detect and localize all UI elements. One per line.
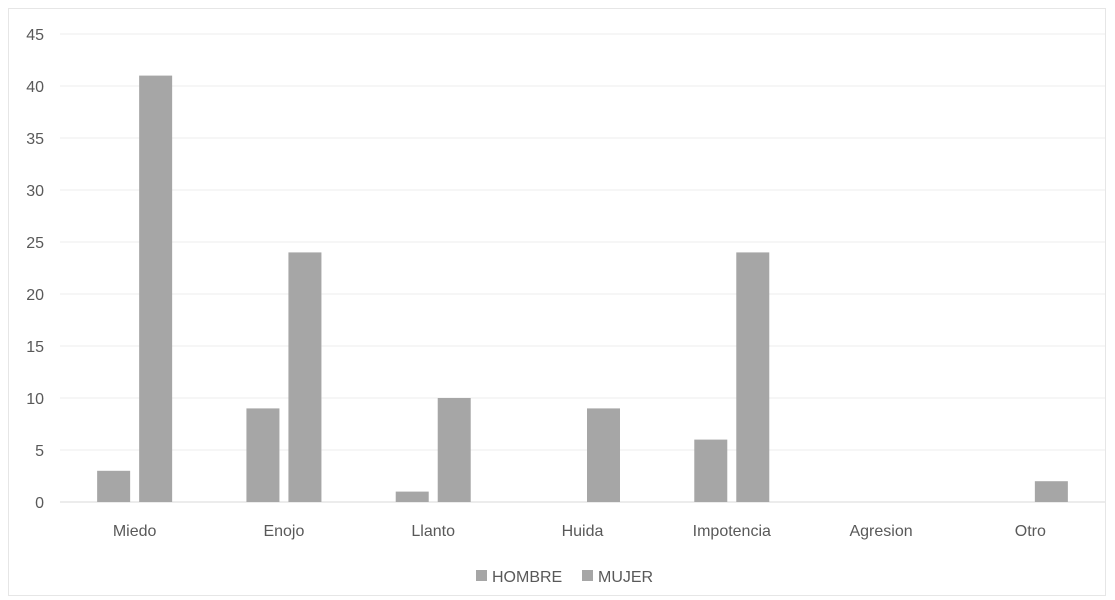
bar-mujer-huida <box>587 408 620 502</box>
bar-mujer-miedo <box>139 75 173 502</box>
y-tick-label: 15 <box>26 339 44 356</box>
y-tick-label: 30 <box>26 183 44 200</box>
y-tick-label: 20 <box>26 287 44 304</box>
y-tick-label: 35 <box>26 131 44 148</box>
x-tick-label: Impotencia <box>693 523 771 540</box>
legend: HOMBRE MUJER <box>476 569 653 586</box>
y-tick-label: 0 <box>35 495 44 512</box>
y-tick-label: 10 <box>26 391 44 408</box>
x-tick-label: Llanto <box>411 523 455 540</box>
legend-swatch-hombre <box>476 570 487 581</box>
chart-frame <box>8 8 1106 596</box>
bar-mujer-llanto <box>437 398 471 502</box>
y-tick-label: 25 <box>26 235 44 252</box>
bar-hombre-miedo <box>97 470 131 502</box>
bar-mujer-otro <box>1034 481 1068 502</box>
bars <box>97 75 1068 502</box>
x-axis-ticks: Miedo Enojo Llanto Huida Impotencia Agresion O… <box>113 523 1046 540</box>
x-tick-label: Enojo <box>263 523 304 540</box>
x-tick-label: Agresion <box>849 523 912 540</box>
legend-label-mujer: MUJER <box>598 569 653 586</box>
legend-label-hombre: HOMBRE <box>492 569 562 586</box>
x-tick-label: Otro <box>1015 523 1046 540</box>
x-tick-label: Huida <box>562 523 604 540</box>
bar-hombre-llanto <box>395 491 429 502</box>
y-tick-label: 45 <box>26 27 44 44</box>
bar-hombre-impotencia <box>694 439 728 502</box>
gridlines <box>60 33 1105 503</box>
x-tick-label: Miedo <box>113 523 157 540</box>
bar-hombre-enojo <box>246 408 280 502</box>
bar-mujer-impotencia <box>736 252 770 502</box>
y-tick-label: 40 <box>26 79 44 96</box>
legend-swatch-mujer <box>582 570 593 581</box>
bar-mujer-enojo <box>288 252 322 502</box>
y-axis-ticks: 0 5 10 15 20 25 30 35 40 45 <box>26 27 44 512</box>
y-tick-label: 5 <box>35 443 44 460</box>
